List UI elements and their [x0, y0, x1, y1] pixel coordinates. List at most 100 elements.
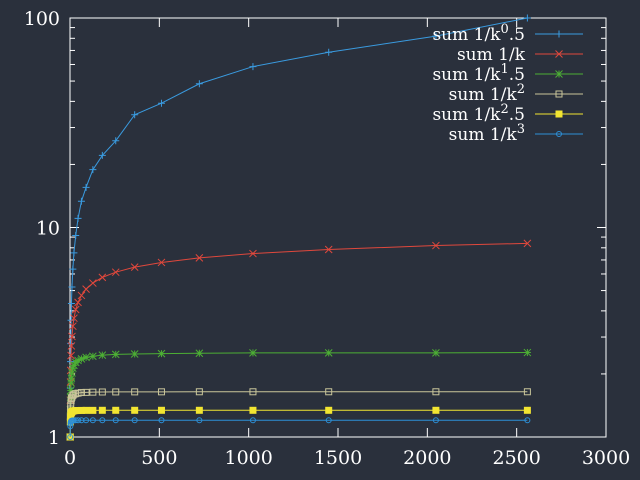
legend-label-exponent: 2 — [500, 102, 508, 117]
data-point — [67, 351, 75, 360]
data-point — [75, 417, 82, 424]
data-point — [195, 80, 203, 88]
data-point — [89, 352, 97, 361]
data-point — [99, 417, 106, 424]
legend-swatch-marker — [555, 30, 563, 38]
x-tick-label: 2500 — [492, 447, 540, 469]
data-point — [89, 417, 96, 424]
legend-label-base: sum 1/k — [449, 125, 518, 145]
data-point — [112, 388, 120, 396]
data-point — [68, 332, 76, 341]
data-point — [249, 388, 257, 396]
legend-label-exponent: 3 — [517, 122, 525, 137]
data-point — [523, 348, 532, 357]
data-point — [195, 406, 203, 414]
data-point — [112, 417, 119, 424]
data-point — [72, 417, 79, 424]
legend-label-base: sum 1/k — [432, 25, 501, 45]
data-point — [77, 389, 85, 397]
x-tick-label: 1000 — [224, 447, 272, 469]
legend-swatch-marker — [555, 110, 563, 118]
data-point — [82, 406, 90, 414]
legend-label-base: sum 1/k — [449, 85, 518, 105]
data-point — [67, 299, 75, 307]
data-point — [249, 349, 257, 357]
data-point — [67, 374, 76, 382]
data-point — [82, 183, 90, 191]
series-line — [69, 419, 528, 438]
data-point — [70, 249, 78, 257]
data-point — [68, 369, 76, 377]
data-point — [70, 314, 78, 323]
legend-label-base: sum 1/k — [432, 65, 501, 85]
series-line — [69, 352, 528, 438]
data-point — [98, 388, 106, 396]
legend-label: sum 1/k3 — [449, 122, 525, 145]
legend-label-base: sum 1/k — [432, 105, 501, 125]
data-point — [111, 268, 120, 277]
data-point — [432, 241, 440, 250]
data-point — [68, 283, 76, 291]
data-point — [83, 417, 90, 424]
legend-label: sum 1/k — [457, 45, 526, 65]
series-line — [69, 242, 528, 438]
data-point — [67, 342, 76, 350]
series-4 — [66, 388, 531, 441]
data-point — [432, 388, 440, 396]
data-point — [157, 406, 165, 414]
data-point — [69, 265, 77, 273]
x-tick-label: 2000 — [403, 447, 451, 469]
series-6 — [67, 417, 531, 440]
x-tick-label: 500 — [141, 447, 177, 469]
data-point — [432, 417, 439, 424]
legend-swatch-marker — [555, 50, 563, 58]
x-tick-label: 1500 — [314, 447, 362, 469]
data-point — [69, 322, 77, 331]
data-point — [249, 63, 257, 71]
data-point — [131, 111, 139, 119]
data-point — [77, 197, 85, 205]
y-tick-label: 10 — [36, 218, 60, 240]
data-point — [89, 166, 97, 174]
data-point — [130, 263, 139, 271]
data-point — [131, 388, 139, 396]
data-point — [72, 231, 80, 239]
legend-label-base: sum 1/k — [457, 45, 526, 65]
data-point — [98, 406, 106, 414]
data-point — [70, 361, 78, 370]
y-tick-label: 100 — [24, 8, 60, 30]
data-point — [67, 434, 74, 440]
data-point — [196, 417, 203, 424]
data-point — [524, 417, 531, 424]
data-point — [74, 356, 82, 365]
x-tick-label: 3000 — [582, 447, 630, 469]
data-point — [70, 390, 78, 398]
data-point — [77, 291, 86, 300]
data-point — [324, 245, 333, 254]
data-point — [157, 388, 165, 396]
data-point — [111, 350, 120, 359]
legend-label: sum 1/k2 — [449, 82, 525, 105]
legend-label: sum 1/k1.5 — [432, 62, 525, 85]
data-point — [82, 353, 90, 362]
data-point — [67, 379, 75, 387]
y-tick-label: 1 — [48, 427, 60, 449]
data-point — [130, 350, 139, 358]
legend-label-exponent: 1 — [500, 62, 508, 77]
data-point — [157, 99, 165, 107]
data-point — [158, 417, 165, 424]
data-point — [131, 417, 138, 424]
data-point — [74, 298, 82, 307]
legend-label-suffix: .5 — [509, 65, 525, 85]
data-point — [325, 406, 333, 414]
series-line — [69, 391, 528, 438]
legend-label-suffix: .5 — [509, 105, 525, 125]
data-point — [98, 273, 107, 282]
data-point — [77, 406, 85, 414]
legend-label-exponent: 2 — [517, 82, 525, 97]
data-point — [249, 417, 256, 424]
data-point — [82, 285, 90, 293]
data-point — [74, 214, 82, 222]
